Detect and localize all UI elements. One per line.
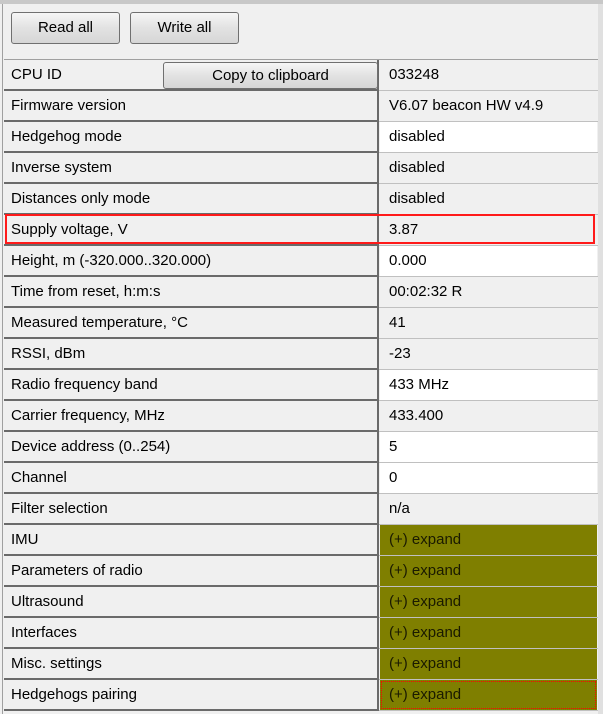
row-value: 41 xyxy=(380,308,597,338)
row-value: 3.87 xyxy=(380,215,597,245)
table-row: Carrier frequency, MHz 433.400 xyxy=(4,401,598,432)
table-row: Filter selection n/a xyxy=(4,494,598,525)
row-label: Inverse system xyxy=(4,153,379,184)
row-label: Device address (0..254) xyxy=(4,432,379,463)
table-row: Supply voltage, V 3.87 xyxy=(4,215,598,246)
table-row: IMU (+) expand xyxy=(4,525,598,556)
row-value[interactable]: 5 xyxy=(380,432,597,462)
row-label: Measured temperature, °C xyxy=(4,308,379,339)
table-row: Distances only mode disabled xyxy=(4,184,598,215)
expand-cell[interactable]: (+) expand xyxy=(380,618,597,648)
row-label: Ultrasound xyxy=(4,587,379,618)
table-row: Height, m (-320.000..320.000) 0.000 xyxy=(4,246,598,277)
row-value: 033248 xyxy=(380,60,597,90)
table-row: Inverse system disabled xyxy=(4,153,598,184)
row-value[interactable]: 433 MHz xyxy=(380,370,597,400)
read-all-button[interactable]: Read all xyxy=(11,12,120,44)
row-value[interactable]: 0.000 xyxy=(380,246,597,276)
expand-cell[interactable]: (+) expand xyxy=(380,680,597,710)
table-row: Interfaces (+) expand xyxy=(4,618,598,649)
copy-to-clipboard-button[interactable]: Copy to clipboard xyxy=(163,62,378,89)
table-row: Radio frequency band 433 MHz xyxy=(4,370,598,401)
row-label: Hedgehog mode xyxy=(4,122,379,153)
table-row: Ultrasound (+) expand xyxy=(4,587,598,618)
row-label: Radio frequency band xyxy=(4,370,379,401)
row-label: Misc. settings xyxy=(4,649,379,680)
table-row: Hedgehogs pairing (+) expand xyxy=(4,680,598,711)
row-value: disabled xyxy=(380,184,597,214)
write-all-button[interactable]: Write all xyxy=(130,12,239,44)
table-row: Hedgehog mode disabled xyxy=(4,122,598,153)
row-value: disabled xyxy=(380,153,597,183)
row-label: Filter selection xyxy=(4,494,379,525)
row-value: n/a xyxy=(380,494,597,524)
row-value: -23 xyxy=(380,339,597,369)
settings-table: CPU ID Copy to clipboard 033248 Firmware ve… xyxy=(4,59,598,711)
row-value[interactable]: 0 xyxy=(380,463,597,493)
row-label: Height, m (-320.000..320.000) xyxy=(4,246,379,277)
row-value: 00:02:32 R xyxy=(380,277,597,307)
table-row: RSSI, dBm -23 xyxy=(4,339,598,370)
top-border xyxy=(0,0,603,4)
row-label: Parameters of radio xyxy=(4,556,379,587)
table-row: Misc. settings (+) expand xyxy=(4,649,598,680)
row-label: Firmware version xyxy=(4,91,379,122)
row-label: Channel xyxy=(4,463,379,494)
row-label: Carrier frequency, MHz xyxy=(4,401,379,432)
row-value: 433.400 xyxy=(380,401,597,431)
row-label: Distances only mode xyxy=(4,184,379,215)
row-label: RSSI, dBm xyxy=(4,339,379,370)
table-row: Channel 0 xyxy=(4,463,598,494)
table-row: Measured temperature, °C 41 xyxy=(4,308,598,339)
left-border xyxy=(2,4,3,714)
row-label: Supply voltage, V xyxy=(4,215,379,246)
row-label: Time from reset, h:m:s xyxy=(4,277,379,308)
row-value[interactable]: disabled xyxy=(380,122,597,152)
row-label: Interfaces xyxy=(4,618,379,649)
expand-cell[interactable]: (+) expand xyxy=(380,649,597,679)
row-value: V6.07 beacon HW v4.9 xyxy=(380,91,597,121)
expand-cell[interactable]: (+) expand xyxy=(380,525,597,555)
table-row: CPU ID Copy to clipboard 033248 xyxy=(4,60,598,91)
expand-cell[interactable]: (+) expand xyxy=(380,556,597,586)
table-row: Parameters of radio (+) expand xyxy=(4,556,598,587)
scrollbar[interactable] xyxy=(598,4,603,714)
row-label: IMU xyxy=(4,525,379,556)
table-row: Time from reset, h:m:s 00:02:32 R xyxy=(4,277,598,308)
expand-cell[interactable]: (+) expand xyxy=(380,587,597,617)
table-row: Device address (0..254) 5 xyxy=(4,432,598,463)
table-row: Firmware version V6.07 beacon HW v4.9 xyxy=(4,91,598,122)
row-label: Hedgehogs pairing xyxy=(4,680,379,711)
